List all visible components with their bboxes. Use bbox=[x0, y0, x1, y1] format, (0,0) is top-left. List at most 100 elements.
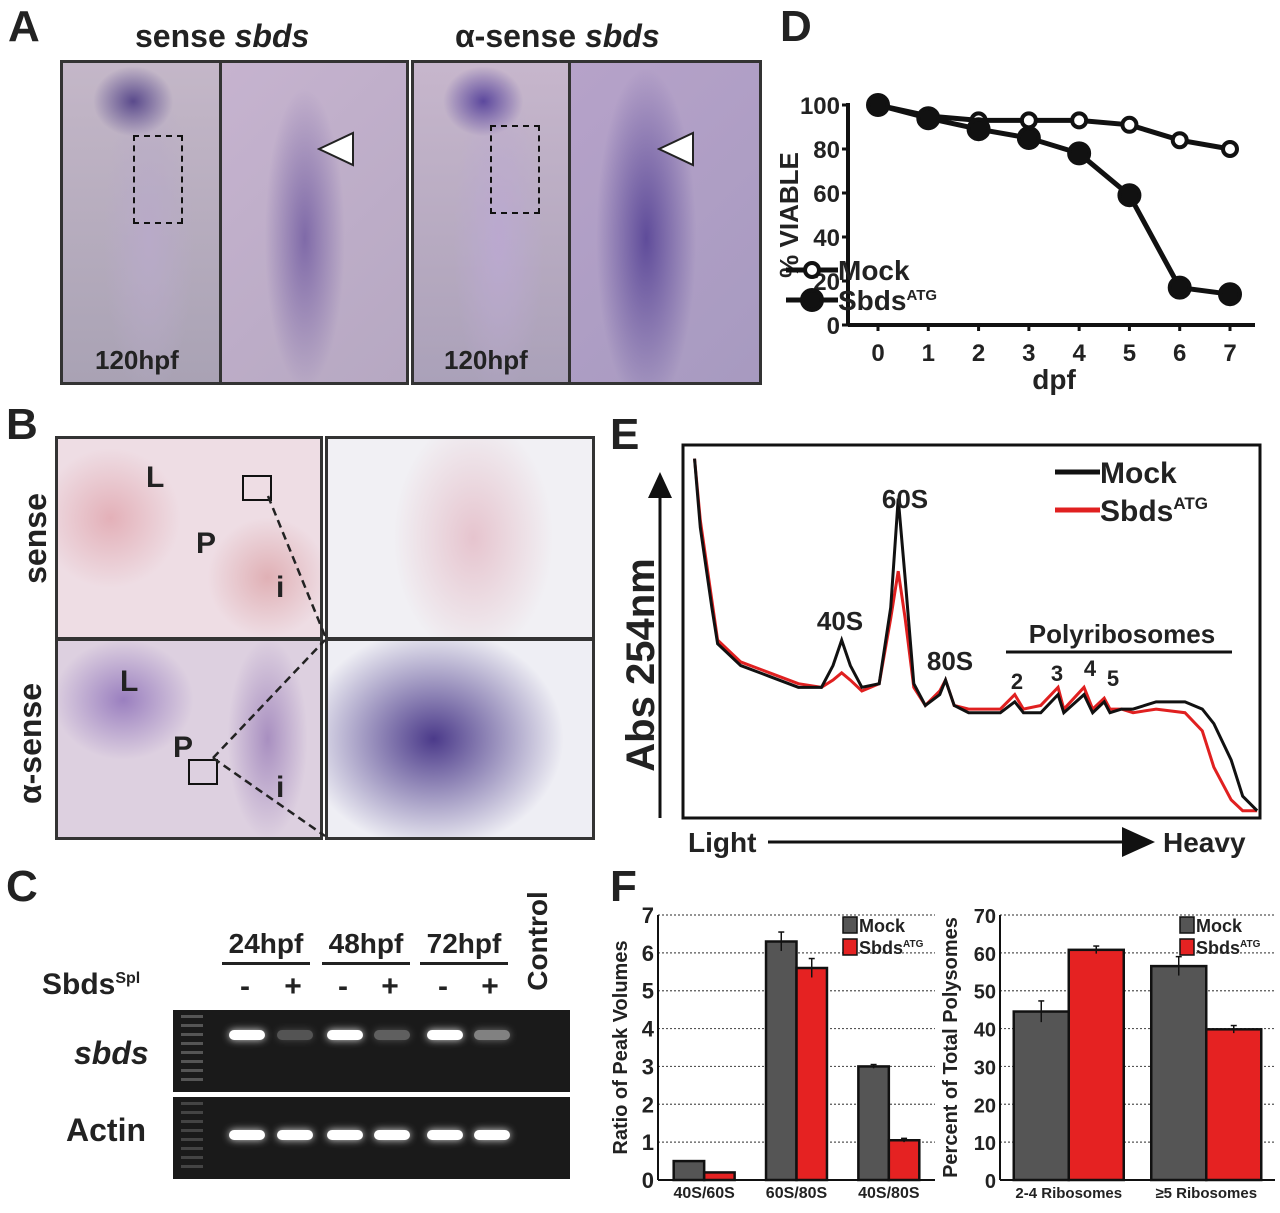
legend-label: SbdsATG bbox=[838, 285, 937, 316]
arrowhead-up-icon bbox=[648, 472, 672, 498]
y-tick-label: 60 bbox=[813, 181, 840, 208]
category-label: 60S/80S bbox=[766, 1185, 828, 1202]
y-axis-label: Percent of Total Polysomes bbox=[940, 917, 962, 1178]
bar-sbds bbox=[1205, 1028, 1263, 1182]
timepoint-label: 72hpf bbox=[420, 928, 508, 965]
bar-sbds bbox=[1067, 948, 1125, 1182]
sbds-band bbox=[474, 1030, 510, 1040]
legend-marker bbox=[800, 288, 824, 312]
lane-sign: + bbox=[284, 970, 302, 1003]
control-label: Control bbox=[521, 891, 553, 991]
arrowhead-right-icon bbox=[1122, 827, 1155, 857]
peak-label: 5 bbox=[1107, 666, 1119, 691]
data-point bbox=[916, 106, 941, 131]
legend-label: Mock bbox=[1100, 457, 1177, 490]
data-point bbox=[866, 93, 890, 117]
y-tick-label: 50 bbox=[974, 982, 996, 1004]
legend-sup: ATG bbox=[903, 939, 924, 950]
y-tick-label: 40 bbox=[813, 225, 840, 252]
legend-name: Mock bbox=[1196, 916, 1243, 936]
stage-label: 120hpf bbox=[444, 345, 528, 375]
ladder bbox=[181, 1015, 203, 1085]
sbds-band bbox=[277, 1030, 313, 1040]
sbds-band bbox=[229, 1030, 265, 1040]
timepoint-label: 48hpf bbox=[322, 928, 410, 965]
x-tick-label: 5 bbox=[1123, 340, 1136, 367]
legend-name: Mock bbox=[838, 255, 910, 286]
chart-f-polysomes: 0 10 20 30 40 50 60 70 Percent of Total Polysome… bbox=[940, 906, 1275, 1202]
legend-name: Sbds bbox=[838, 285, 906, 316]
section-antisense-photo: L P i bbox=[55, 638, 323, 840]
y-tick-label: 6 bbox=[642, 941, 654, 966]
liver-label: L bbox=[120, 665, 139, 698]
bar-mock bbox=[672, 1159, 706, 1182]
y-tick-label: 20 bbox=[974, 1095, 996, 1117]
panel-label-c: C bbox=[6, 862, 38, 911]
morpholino-sup: Spl bbox=[115, 970, 141, 987]
intestine-label: i bbox=[276, 571, 285, 604]
lane-sign: - bbox=[438, 970, 448, 1003]
bar-sbds bbox=[795, 966, 829, 1182]
legend-sup: ATG bbox=[906, 287, 937, 304]
peak-label: 3 bbox=[1051, 661, 1063, 686]
actin-band bbox=[374, 1130, 410, 1140]
x-tick-label: 7 bbox=[1223, 340, 1236, 367]
data-point bbox=[1167, 275, 1192, 300]
section-antisense-detail-photo bbox=[325, 638, 595, 840]
morpholino-label: SbdsSpl bbox=[42, 968, 140, 1002]
panel-label-a: A bbox=[8, 2, 40, 51]
bar-sbds bbox=[702, 1171, 736, 1182]
chart-f-peak-ratio: 0 1 2 3 4 5 6 7 Ratio of Peak Volumes 40S/60S 60S/… bbox=[610, 903, 935, 1202]
y-tick-label: 80 bbox=[813, 137, 840, 164]
legend-name: Mock bbox=[1100, 457, 1177, 490]
title-gene: sbds bbox=[584, 18, 660, 54]
data-point bbox=[1120, 115, 1139, 134]
lane-sign: - bbox=[240, 970, 250, 1003]
x-tick-label: 0 bbox=[871, 340, 884, 367]
legend-name: Mock bbox=[859, 916, 906, 936]
y-tick-label: 4 bbox=[642, 1017, 655, 1042]
pancreas-label: P bbox=[173, 731, 194, 764]
data-point bbox=[1019, 111, 1038, 130]
legend-name: Sbds bbox=[1100, 495, 1173, 528]
embryo-sense-photo: 120hpf bbox=[60, 60, 222, 385]
legend-name: Sbds bbox=[859, 938, 903, 958]
title-gene: sbds bbox=[234, 18, 310, 54]
gel-actin bbox=[173, 1097, 570, 1179]
bar-mock bbox=[857, 1065, 891, 1182]
legend-swatch bbox=[1179, 938, 1195, 956]
lane-sign: + bbox=[381, 970, 399, 1003]
panel-label-f: F bbox=[610, 862, 637, 911]
y-axis-label: % VIABLE bbox=[774, 152, 804, 278]
sbds-band bbox=[427, 1030, 463, 1040]
intestine-label: i bbox=[276, 771, 285, 804]
gel-sbds bbox=[173, 1010, 570, 1092]
actin-row-label: Actin bbox=[66, 1112, 146, 1148]
x-tick-label: 3 bbox=[1022, 340, 1035, 367]
ladder bbox=[181, 1102, 203, 1172]
stage-label: 120hpf bbox=[95, 345, 179, 375]
inset-box bbox=[133, 135, 183, 224]
actin-band bbox=[427, 1130, 463, 1140]
lane-sign: - bbox=[338, 970, 348, 1003]
title-prefix: α-sense bbox=[455, 18, 585, 54]
morpholino-name: Sbds bbox=[42, 968, 116, 1001]
legend-swatch bbox=[842, 938, 858, 956]
data-point bbox=[1218, 282, 1242, 307]
y-tick-label: 0 bbox=[642, 1168, 654, 1193]
embryo-sense-zoom-photo bbox=[219, 60, 409, 385]
actin-band bbox=[474, 1130, 510, 1140]
category-label: 40S/60S bbox=[673, 1185, 735, 1202]
category-label: 40S/80S bbox=[858, 1185, 920, 1202]
peak-label: 60S bbox=[882, 484, 928, 514]
legend-swatch bbox=[1179, 916, 1195, 934]
section-sense-photo: L P i bbox=[55, 436, 323, 640]
y-axis-label: Ratio of Peak Volumes bbox=[610, 940, 632, 1154]
inset-box bbox=[490, 125, 540, 214]
y-tick-label: 3 bbox=[642, 1054, 654, 1079]
data-point bbox=[1221, 140, 1239, 158]
arrowhead-icon bbox=[317, 131, 354, 167]
x-axis-label: dpf bbox=[1032, 364, 1076, 395]
peak-label: 2 bbox=[1011, 669, 1023, 694]
